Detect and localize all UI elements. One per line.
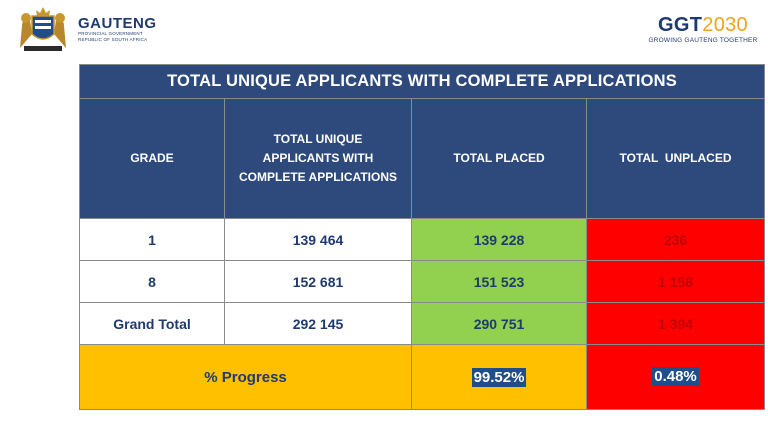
header-total-unplaced: TOTAL UNPLACED xyxy=(585,98,766,219)
unplaced-cell: 1 394 xyxy=(585,302,766,345)
gauteng-subtitle-1: PROVINCIAL GOVERNMENT xyxy=(78,31,143,36)
ggt-mark: GGT xyxy=(658,14,703,36)
header-total-placed: TOTAL PLACED xyxy=(411,98,587,219)
placed-cell: 139 228 xyxy=(411,218,587,261)
ggt2030-logo: GGT2030 GROWING GAUTENG TOGETHER xyxy=(648,14,758,50)
total-cell: 152 681 xyxy=(224,260,412,303)
total-cell: 292 145 xyxy=(224,302,412,345)
header-grade: GRADE xyxy=(79,98,225,219)
placed-cell: 290 751 xyxy=(411,302,587,345)
progress-placed-value: 99.52% xyxy=(471,367,527,387)
grade-cell: 8 xyxy=(79,260,225,303)
coat-of-arms-icon xyxy=(20,7,66,51)
unplaced-cell: 1 158 xyxy=(585,260,766,303)
total-cell: 139 464 xyxy=(224,218,412,261)
header-total-line-1: TOTAL UNIQUE xyxy=(273,132,363,146)
header-total-line-3: COMPLETE APPLICATIONS xyxy=(238,170,397,184)
progress-unplaced-value: 0.48% xyxy=(652,367,699,386)
table-row: 8 152 681 151 523 1 158 xyxy=(79,260,766,303)
table-title: TOTAL UNIQUE APPLICANTS WITH COMPLETE AP… xyxy=(78,64,766,99)
progress-placed-cell: 99.52% xyxy=(411,344,587,410)
header-total-line-2: APPLICANTS WITH xyxy=(262,151,374,165)
grade-cell: Grand Total xyxy=(79,302,225,345)
gauteng-logo: GAUTENG PROVINCIAL GOVERNMENT REPUBLIC O… xyxy=(8,4,168,52)
progress-label: % Progress xyxy=(79,344,412,410)
gauteng-subtitle-2: REPUBLIC OF SOUTH AFRICA xyxy=(78,36,148,42)
ggt-year: 2030 xyxy=(702,14,748,36)
header-total-applicants: TOTAL UNIQUE APPLICANTS WITH COMPLETE AP… xyxy=(224,98,412,219)
unplaced-cell: 236 xyxy=(585,218,766,261)
progress-unplaced-cell: 0.48% xyxy=(585,344,766,410)
grade-cell: 1 xyxy=(79,218,225,261)
placed-cell: 151 523 xyxy=(411,260,587,303)
table-row: 1 139 464 139 228 236 xyxy=(79,218,766,261)
applicants-table: TOTAL UNIQUE APPLICANTS WITH COMPLETE AP… xyxy=(78,64,766,410)
ggt-tagline: GROWING GAUTENG TOGETHER xyxy=(648,37,758,44)
gauteng-name: GAUTENG xyxy=(78,15,157,32)
table-row: Grand Total 292 145 290 751 1 394 xyxy=(79,302,766,345)
progress-row: % Progress 99.52% 0.48% xyxy=(79,344,766,410)
